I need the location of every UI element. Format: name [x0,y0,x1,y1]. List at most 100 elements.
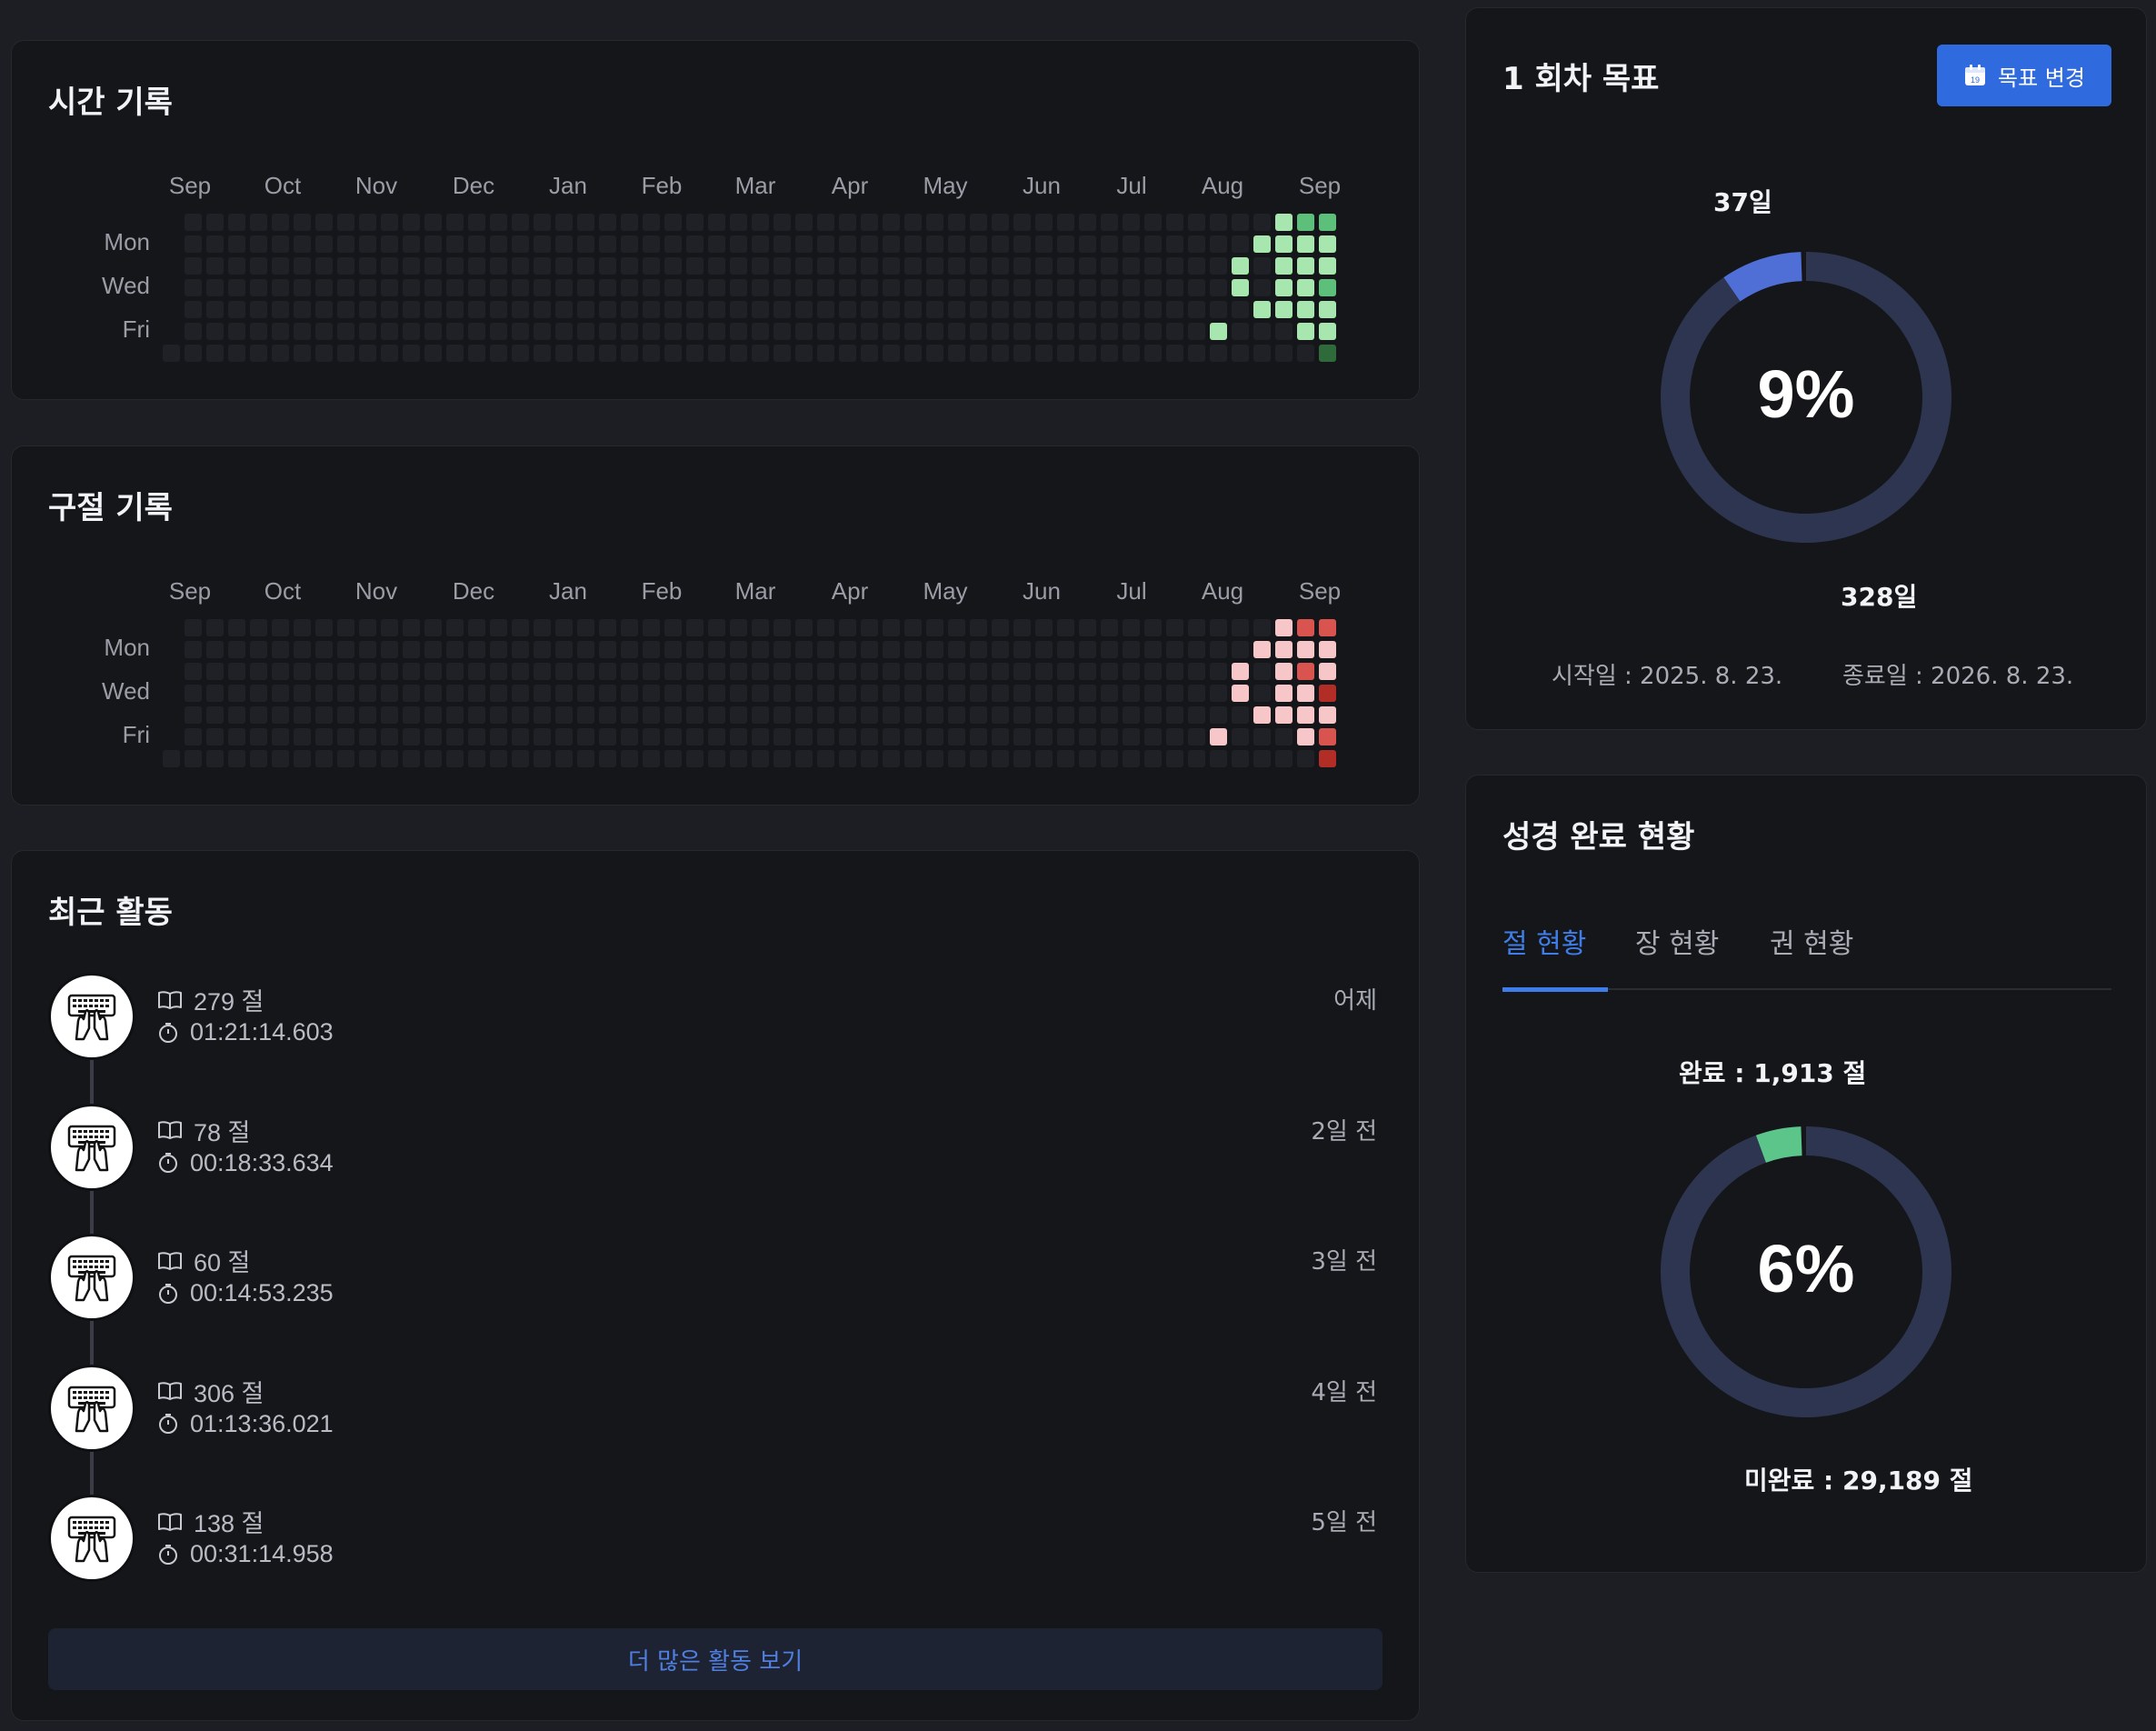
time-heatmap-cell[interactable] [774,279,791,296]
time-heatmap-cell[interactable] [228,301,245,318]
verse-heatmap-cell[interactable] [512,706,529,724]
verse-heatmap-cell[interactable] [599,619,616,636]
verse-heatmap-cell[interactable] [446,641,464,658]
verse-heatmap-cell[interactable] [643,619,660,636]
verse-heatmap-cell[interactable] [686,685,704,702]
time-heatmap-cell[interactable] [795,279,813,296]
time-heatmap-cell[interactable] [1166,257,1183,275]
verse-heatmap-cell[interactable] [1123,706,1140,724]
verse-heatmap-cell[interactable] [315,685,333,702]
time-heatmap-cell[interactable] [403,257,420,275]
time-heatmap-cell[interactable] [1253,345,1271,362]
verse-heatmap-cell[interactable] [228,750,245,767]
verse-heatmap-cell[interactable] [228,641,245,658]
time-heatmap-cell[interactable] [1079,214,1096,231]
time-heatmap-cell[interactable] [926,214,943,231]
time-heatmap-cell[interactable] [1057,345,1074,362]
verse-heatmap-cell[interactable] [577,728,594,745]
time-heatmap-cell[interactable] [1079,301,1096,318]
time-heatmap-cell[interactable] [1013,323,1031,340]
verse-heatmap-cell[interactable] [708,663,725,680]
time-heatmap-cell[interactable] [315,214,333,231]
verse-heatmap-cell[interactable] [1057,641,1074,658]
time-heatmap-cell[interactable] [294,235,311,253]
time-heatmap-cell[interactable] [599,323,616,340]
time-heatmap-cell[interactable] [555,214,573,231]
goal-done-slice[interactable] [1723,252,1802,302]
time-heatmap-cell[interactable] [621,279,638,296]
time-heatmap-cell[interactable] [534,345,551,362]
time-heatmap-cell[interactable] [446,257,464,275]
time-heatmap-cell[interactable] [708,214,725,231]
time-heatmap-cell[interactable] [904,301,922,318]
activity-item[interactable]: 60 절 00:14:53.235 3일 전 [48,1234,1377,1325]
verse-heatmap-cell[interactable] [577,706,594,724]
time-heatmap-cell[interactable] [904,235,922,253]
time-heatmap-cell[interactable] [926,345,943,362]
verse-heatmap-cell[interactable] [185,663,202,680]
time-heatmap-cell[interactable] [424,279,442,296]
time-heatmap-cell[interactable] [534,301,551,318]
time-heatmap-cell[interactable] [512,214,529,231]
verse-heatmap-cell[interactable] [403,685,420,702]
time-heatmap-cell[interactable] [1123,323,1140,340]
verse-heatmap-cell[interactable] [534,663,551,680]
verse-heatmap-cell[interactable] [795,750,813,767]
time-heatmap-cell[interactable] [1253,257,1271,275]
verse-heatmap-cell[interactable] [534,750,551,767]
verse-heatmap-cell[interactable] [185,619,202,636]
verse-heatmap-cell[interactable] [904,641,922,658]
time-heatmap-cell[interactable] [817,279,834,296]
time-heatmap-cell[interactable] [403,301,420,318]
verse-heatmap-cell[interactable] [752,663,769,680]
verse-heatmap-cell[interactable] [1013,663,1031,680]
time-heatmap-cell[interactable] [752,257,769,275]
time-heatmap-cell[interactable] [359,323,376,340]
activity-item[interactable]: 78 절 00:18:33.634 2일 전 [48,1103,1377,1195]
time-heatmap-cell[interactable] [730,323,747,340]
time-heatmap-cell[interactable] [359,279,376,296]
verse-heatmap-cell[interactable] [621,750,638,767]
time-heatmap-cell[interactable] [1232,257,1249,275]
time-heatmap-cell[interactable] [250,235,267,253]
verse-heatmap-cell[interactable] [381,750,398,767]
verse-heatmap-cell[interactable] [883,706,900,724]
time-heatmap-cell[interactable] [1188,301,1205,318]
time-heatmap-cell[interactable] [1319,257,1336,275]
time-heatmap-cell[interactable] [337,257,354,275]
verse-heatmap-cell[interactable] [1319,750,1336,767]
time-heatmap-cell[interactable] [795,323,813,340]
time-heatmap-cell[interactable] [817,257,834,275]
time-heatmap-cell[interactable] [185,345,202,362]
time-heatmap-cell[interactable] [1123,214,1140,231]
time-heatmap-cell[interactable] [664,214,682,231]
time-heatmap-cell[interactable] [948,214,965,231]
time-heatmap-cell[interactable] [1144,257,1162,275]
bible-done-slice[interactable] [1755,1126,1802,1163]
verse-heatmap-cell[interactable] [817,706,834,724]
time-heatmap-cell[interactable] [490,301,507,318]
time-heatmap-cell[interactable] [446,279,464,296]
verse-heatmap-cell[interactable] [970,728,987,745]
verse-heatmap-cell[interactable] [403,706,420,724]
verse-heatmap-cell[interactable] [512,728,529,745]
verse-heatmap-cell[interactable] [708,641,725,658]
verse-heatmap-cell[interactable] [1297,728,1314,745]
time-heatmap-cell[interactable] [926,301,943,318]
verse-heatmap-cell[interactable] [250,750,267,767]
verse-heatmap-cell[interactable] [1144,641,1162,658]
time-heatmap-cell[interactable] [250,257,267,275]
time-heatmap-cell[interactable] [1057,323,1074,340]
time-heatmap-cell[interactable] [795,345,813,362]
time-heatmap-cell[interactable] [1297,279,1314,296]
verse-heatmap-cell[interactable] [1123,685,1140,702]
time-heatmap-cell[interactable] [1123,257,1140,275]
verse-heatmap-cell[interactable] [250,706,267,724]
time-heatmap-cell[interactable] [1275,279,1293,296]
time-heatmap-cell[interactable] [861,235,878,253]
verse-heatmap-cell[interactable] [730,750,747,767]
time-heatmap-cell[interactable] [817,214,834,231]
verse-heatmap-cell[interactable] [1144,685,1162,702]
time-heatmap-cell[interactable] [1275,257,1293,275]
time-heatmap-cell[interactable] [1123,345,1140,362]
